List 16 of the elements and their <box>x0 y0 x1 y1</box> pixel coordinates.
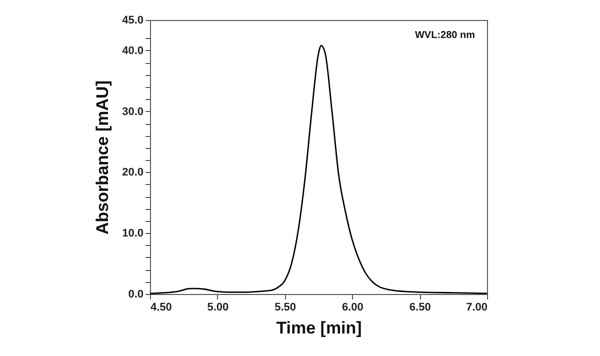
y-axis-title: Absorbance [mAU] <box>93 80 112 234</box>
line-series <box>150 44 487 294</box>
x-tick-label: 5.50 <box>274 302 296 314</box>
y-tick-label: 40.0 <box>122 44 144 57</box>
x-tick-label: 6.00 <box>342 302 364 314</box>
y-tick-label: 20.0 <box>122 166 144 179</box>
x-tick-label: 7.00 <box>466 302 488 314</box>
y-tick-label: 10.0 <box>122 228 144 240</box>
x-tick-label: 5.00 <box>207 302 229 314</box>
x-tick-label: 6.50 <box>409 302 431 314</box>
y-tick-label: 30.0 <box>122 106 144 118</box>
y-tick-label: 45.0 <box>122 14 144 26</box>
x-axis-title: Time [min] <box>276 318 362 338</box>
y-tick-label: 0.0 <box>128 288 144 300</box>
annotation: WVL:280 nm <box>414 30 476 41</box>
x-tick-label: 4.50 <box>150 302 172 314</box>
